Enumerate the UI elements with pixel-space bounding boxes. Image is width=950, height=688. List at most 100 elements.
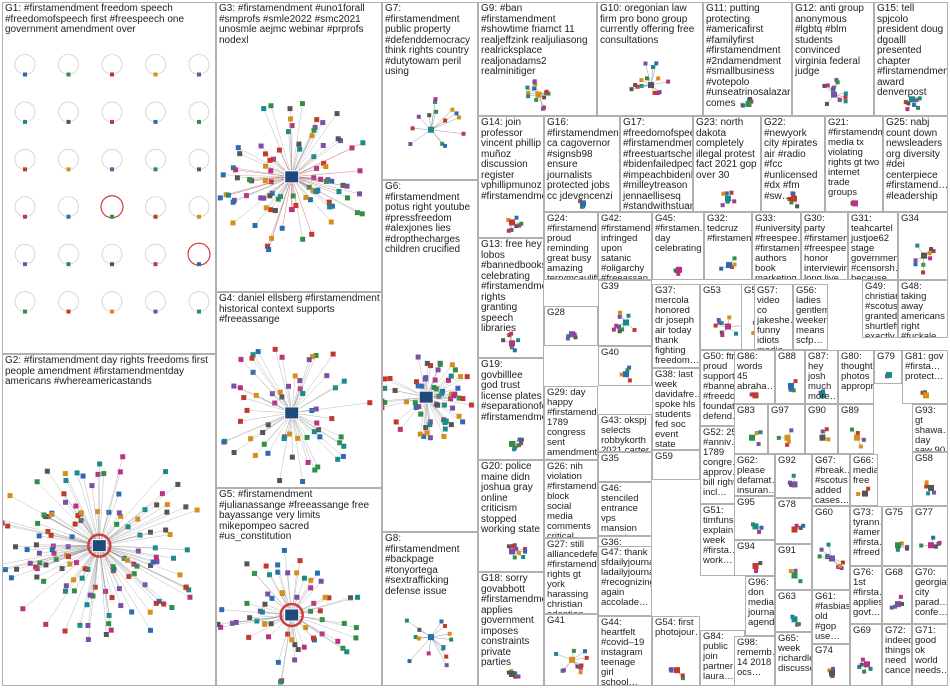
group-box-g35: G35 [598, 452, 652, 482]
group-label-g3: G3: #firstamendment #uno1forall #smprofs… [219, 3, 365, 46]
group-graph-g68 [889, 594, 905, 610]
group-label-g55: G55 [744, 285, 762, 296]
group-box-g34: G34 [898, 212, 948, 280]
group-graph-g20 [506, 543, 528, 560]
group-label-g44: G44: heartfelt #covid–19 instagram teena… [601, 617, 645, 686]
group-label-g56: G56: ladies gentlem… weekend means scfp… [796, 285, 827, 346]
group-label-g25: G25: nabj count down newsleaders org div… [886, 117, 948, 202]
group-label-g34: G34 [901, 213, 919, 224]
group-label-g61: G61: #fasbiasi… old #gop use… [815, 591, 850, 642]
group-graph-g45 [673, 266, 682, 276]
group-box-g10: G10: oregonian law firm pro bono group c… [597, 2, 703, 116]
group-label-g6: G6: #firstamendment potus right youtube … [385, 181, 471, 255]
group-label-g48: G48: taking away americans right #fuckal… [901, 281, 946, 338]
group-graph-g66 [856, 486, 871, 497]
group-box-g40: G40 [598, 346, 652, 386]
group-box-g2: G2: #firstamendment day rights freedoms … [2, 354, 216, 686]
group-box-g14: G14: join professor vincent phillip muño… [478, 116, 544, 238]
group-graph-g87 [818, 389, 826, 399]
group-box-g89: G89 [838, 404, 874, 454]
group-box-g43: G43: okspj selects robbykorth 2021 carte… [598, 414, 652, 452]
group-label-g66: G66: media free [853, 455, 878, 486]
group-box-g17: G17: #freedomofspeech #firstamendment #f… [620, 116, 693, 212]
group-label-g14: G14: join professor vincent phillip muño… [481, 117, 543, 202]
group-label-g11: G11: putting protecting #americafirst #f… [706, 3, 791, 109]
group-label-g50: G50: ftrf proud support… #banne… #freedo… [703, 351, 745, 422]
group-label-g38: G38: last week davidafre… spoke hls stud… [655, 369, 700, 450]
group-label-g37: G37: mercola honored dr joseph air today… [655, 285, 700, 366]
group-label-g86: G86: words 45 abraha… [737, 351, 775, 392]
group-graph-g88 [788, 379, 798, 393]
group-label-g62: G62: please defamat… insuran… [737, 455, 775, 496]
group-graph-g3 [217, 101, 366, 253]
group-graph-g9 [525, 79, 551, 111]
group-label-g67: G67: #break… #scotus added cases… [815, 455, 850, 506]
group-graph-g28 [565, 331, 578, 341]
group-label-g90: G90 [808, 405, 826, 416]
group-box-g23: G23: north dakota completely illegal pro… [693, 116, 761, 212]
group-label-g52: G52: 25 #anniv… 1789 congre… approv… bil… [703, 427, 742, 498]
group-label-g75: G75 [885, 507, 903, 518]
group-label-g2: G2: #firstamendment day rights freedoms … [5, 355, 208, 387]
group-label-g19: G19: govbilllee god trust license plates… [481, 359, 543, 423]
group-graph-g74 [827, 666, 836, 679]
group-label-g30: G30: party #firstamen… #freespee… honor … [804, 213, 848, 280]
group-box-g49: G49: christian #scotus granted shurtleff… [862, 280, 898, 338]
group-box-g94: G94 [734, 540, 775, 576]
group-box-g83: G83 [734, 404, 768, 454]
group-label-g33: G33: #university #freespee… #firstamen… … [755, 213, 801, 280]
group-label-g92: G92 [778, 455, 796, 466]
group-box-g28: G28 [544, 306, 598, 346]
group-graph-g23 [720, 190, 737, 208]
group-box-g75: G75 [882, 506, 912, 566]
group-graph-g86 [749, 392, 759, 399]
group-box-g86: G86: words 45 abraha… [734, 350, 775, 404]
group-box-g4: G4: daniel ellsberg #firstamendment hist… [216, 292, 382, 488]
group-label-g20: G20: police maine didn joshua gray onlin… [481, 461, 540, 535]
group-box-g92: G92 [775, 454, 812, 498]
group-box-g48: G48: taking away americans right #fuckal… [898, 280, 948, 338]
group-box-g41: G41 [544, 614, 598, 686]
group-graph-g41 [554, 648, 589, 675]
group-label-g5: G5: #firstamendment #julianassange #free… [219, 489, 370, 542]
group-box-g66: G66: media free [850, 454, 878, 506]
group-label-g96: G96: don media journalist agenda… [748, 577, 775, 628]
group-label-g71: G71: good ok world needs… [915, 625, 948, 676]
group-label-g65: G65: week richardle… discusse… [778, 633, 811, 674]
group-label-g28: G28 [547, 307, 565, 318]
group-label-g98: G98: rememb… 14 2018 ocs… [737, 637, 774, 678]
group-box-g59: G59 [652, 450, 700, 480]
group-box-g9: G9: #ban #firstamendment #showtime friam… [478, 2, 597, 116]
group-box-g5: G5: #firstamendment #julianassange #free… [216, 488, 382, 686]
group-graph-g39 [611, 310, 637, 334]
group-box-g13: G13: free hey lobos #bannedbooks… celebr… [478, 238, 544, 358]
group-label-g10: G10: oregonian law firm pro bono group c… [600, 3, 695, 46]
group-graph-g2 [3, 454, 200, 643]
group-label-g80: G80: thought photos appropr… [841, 351, 874, 392]
group-box-g22: G22: #newyork city #pirates air #radio #… [761, 116, 825, 212]
group-box-g6: G6: #firstamendment potus right youtube … [382, 180, 478, 532]
group-label-g26: G26: nih violation #firstamendme… block … [547, 461, 597, 538]
group-label-g23: G23: north dakota completely illegal pro… [696, 117, 757, 181]
group-graph-g15 [903, 96, 922, 112]
group-label-g41: G41 [547, 615, 565, 626]
group-label-g22: G22: #newyork city #pirates air #radio #… [764, 117, 818, 202]
group-box-g62: G62: please defamat… insuran… [734, 454, 775, 496]
group-box-g57: G57: video co jakeshe… funny idiots medi… [754, 284, 793, 350]
group-label-g54: G54: first photojour… [655, 617, 700, 638]
group-box-g90: G90 [805, 404, 838, 454]
group-label-g94: G94 [737, 541, 755, 552]
group-label-g74: G74 [815, 645, 833, 656]
group-box-g8: G8: #firstamendment #backpage #tonyorteg… [382, 532, 478, 686]
group-box-g61: G61: #fasbiasi… old #gop use… [812, 590, 850, 644]
group-graph-g1 [14, 54, 211, 314]
group-box-g37: G37: mercola honored dr joseph air today… [652, 284, 700, 368]
group-graph-g8 [404, 618, 454, 668]
group-graph-g10 [629, 61, 671, 95]
group-label-g70: G70: georgia city parad… confe… [915, 567, 948, 618]
group-graph-g5 [217, 547, 361, 685]
group-label-g63: G63 [778, 591, 796, 602]
group-graph-g19 [509, 437, 524, 452]
group-label-g35: G35 [601, 453, 619, 464]
group-label-g60: G60 [815, 507, 833, 518]
